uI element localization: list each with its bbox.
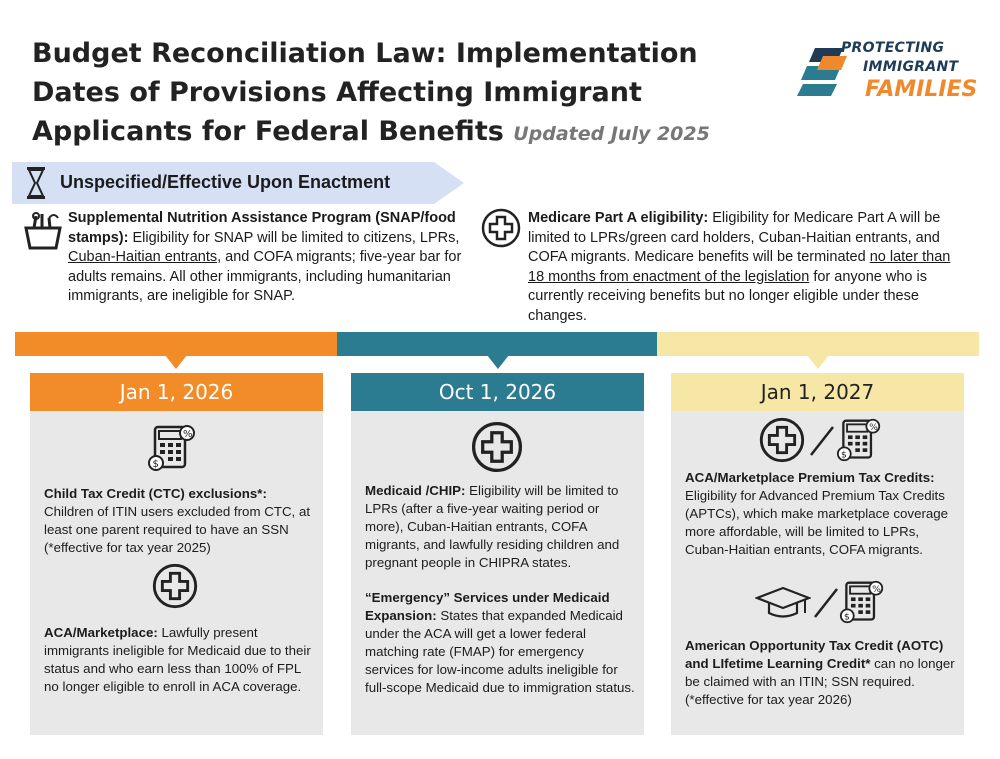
svg-text:$: $: [153, 459, 159, 470]
logo-line-2: IMMIGRANT: [863, 59, 959, 75]
item-heading: Child Tax Credit (CTC) exclusions*:: [44, 486, 267, 501]
snap-description: Supplemental Nutrition Assistance Progra…: [68, 209, 463, 307]
unspecified-label: Unspecified/Effective Upon Enactment: [60, 172, 391, 192]
calculator-money-icon: % $: [836, 418, 881, 462]
updated-date: Updated July 2025: [513, 123, 710, 145]
snap-underlined: Cuban-Haitian entrants: [68, 249, 218, 265]
logo-mark-icon: [797, 48, 847, 96]
slash-divider-icon: [814, 588, 838, 618]
calculator-money-icon: % $: [148, 425, 195, 471]
svg-text:%: %: [183, 429, 193, 440]
item-heading: ACA/Marketplace Premium Tax Credits:: [685, 470, 935, 485]
column-jan-2027: Jan 1, 2027 % $ ACA/Marketplace Premium …: [671, 373, 964, 735]
ctc-item: Child Tax Credit (CTC) exclusions*: Chil…: [44, 485, 314, 557]
item-text: Lawfully present immigrants ineligible f…: [44, 625, 311, 694]
medicare-heading: Medicare Part A eligibility:: [528, 210, 709, 226]
aca-premium-tax-credit-item: ACA/Marketplace Premium Tax Credits: Eli…: [685, 469, 955, 559]
snap-heading: Supplemental Nutrition Assistance Progra…: [68, 210, 456, 246]
medicare-underlined: no later than 18 months from enactment o…: [528, 249, 951, 285]
item-text: Eligibility for Advanced Premium Tax Cre…: [685, 488, 949, 557]
medical-cross-icon: [471, 421, 523, 473]
logo-line-1: PROTECTING: [841, 40, 945, 56]
svg-text:$: $: [841, 449, 847, 460]
item-heading: Medicaid /CHIP:: [365, 483, 466, 498]
timeline-segment-yellow: [657, 332, 979, 356]
timeline-pointer-2: [487, 355, 509, 369]
item-text: can no longer be claimed with an ITIN; S…: [685, 656, 955, 707]
timeline-segment-teal: [337, 332, 657, 356]
snap-text-1: Eligibility for SNAP will be limited to …: [128, 229, 460, 246]
item-text: Children of ITIN users excluded from CTC…: [44, 504, 311, 555]
aotc-item: American Opportunity Tax Credit (AOTC) a…: [685, 637, 955, 709]
aca-item: ACA/Marketplace: Lawfully present immigr…: [44, 624, 314, 696]
medicare-text-2: for anyone who is currently receiving be…: [528, 268, 927, 324]
item-text: States that expanded Medicaid under the …: [365, 608, 635, 695]
title-text: Budget Reconciliation Law: Implementatio…: [32, 38, 698, 147]
graduation-cap-icon: [755, 586, 811, 618]
hourglass-icon: [27, 167, 45, 199]
grocery-basket-icon: [24, 212, 62, 250]
svg-text:%: %: [869, 422, 878, 433]
medicare-description: Medicare Part A eligibility: Eligibility…: [528, 209, 968, 326]
logo-line-3: FAMILIES: [865, 77, 978, 102]
svg-text:$: $: [844, 611, 850, 622]
medicare-text-1: Eligibility for Medicare Part A will be …: [528, 210, 941, 265]
calculator-money-icon: % $: [839, 580, 884, 624]
slash-divider-icon: [810, 426, 834, 456]
timeline-pointer-1: [165, 355, 187, 369]
column-date: Jan 1, 2026: [30, 373, 323, 411]
item-text: Eligibility will be limited to LPRs (aft…: [365, 483, 620, 570]
timeline-pointer-3: [807, 355, 829, 369]
column-jan-2026: Jan 1, 2026 % $ Child Tax Credit (CTC) e…: [30, 373, 323, 735]
column-oct-2026: Oct 1, 2026 Medicaid /CHIP: Eligibility …: [351, 373, 644, 735]
page-title: Budget Reconciliation Law: Implementatio…: [32, 34, 792, 154]
medical-cross-icon: [152, 563, 198, 609]
unspecified-banner: Unspecified/Effective Upon Enactment: [12, 162, 464, 204]
snap-text-2: , and COFA migrants; five-year bar for a…: [68, 249, 462, 304]
medical-cross-icon: [481, 208, 521, 248]
item-heading: “Emergency” Services under Medicaid Expa…: [365, 590, 610, 623]
item-heading: American Opportunity Tax Credit (AOTC) a…: [685, 638, 944, 671]
item-heading: ACA/Marketplace:: [44, 625, 158, 640]
emergency-services-item: “Emergency” Services under Medicaid Expa…: [365, 589, 635, 697]
timeline-segment-orange: [15, 332, 337, 356]
column-date: Jan 1, 2027: [671, 373, 964, 411]
svg-text:%: %: [872, 584, 881, 595]
medicaid-chip-item: Medicaid /CHIP: Eligibility will be limi…: [365, 482, 635, 572]
medical-cross-icon: [759, 417, 805, 463]
column-date: Oct 1, 2026: [351, 373, 644, 411]
protecting-immigrant-families-logo: PROTECTING IMMIGRANT FAMILIES: [797, 36, 977, 108]
